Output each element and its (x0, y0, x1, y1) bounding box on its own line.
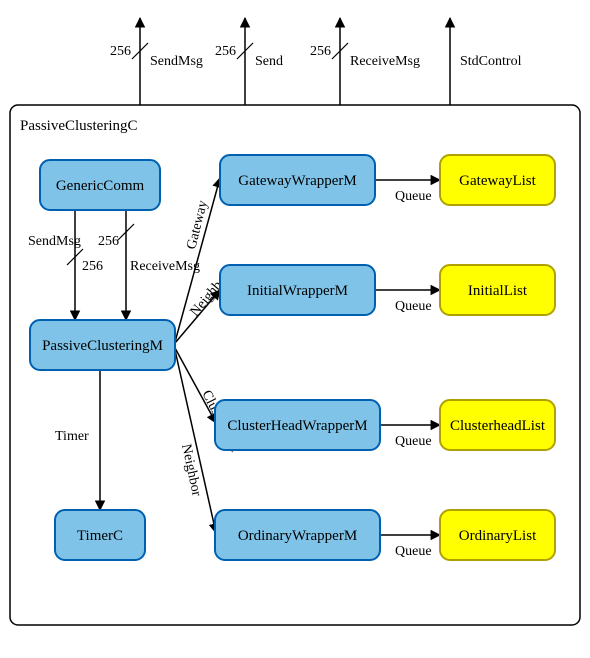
node-genericComm-label: GenericComm (56, 178, 145, 194)
node-ordinaryL-label: OrdinaryList (459, 528, 537, 544)
gc-pm-label: SendMsg (28, 234, 81, 249)
node-timerC-label: TimerC (77, 528, 123, 544)
container-label: PassiveClusteringC (20, 118, 138, 134)
node-clusterL-label: ClusterheadList (450, 418, 546, 434)
node-ordinaryW-label: OrdinaryWrapperM (238, 528, 357, 544)
top-arrow-label: ReceiveMsg (350, 54, 420, 69)
top-arrow-count: 256 (215, 44, 236, 59)
top-arrow-count: 256 (110, 44, 131, 59)
edge-label: Neighbor (178, 443, 204, 498)
node-gatewayW-label: GatewayWrapperM (238, 173, 357, 189)
node-passiveM-label: PassiveClusteringM (42, 338, 163, 354)
node-gatewayL-label: GatewayList (459, 173, 536, 189)
gc-pm-count: 256 (98, 234, 119, 249)
node-clusterW-label: ClusterHeadWrapperM (227, 418, 367, 434)
edge-label: Queue (395, 544, 432, 559)
gc-pm-label: ReceiveMsg (130, 259, 200, 274)
top-arrow-label: SendMsg (150, 54, 203, 69)
edge (175, 350, 216, 533)
top-arrow-label: StdControl (460, 54, 522, 69)
node-initialL-label: InitialList (468, 283, 528, 299)
edge-label: Queue (395, 299, 432, 314)
node-initialW-label: InitialWrapperM (247, 283, 348, 299)
edge-label: Queue (395, 434, 432, 449)
top-arrow-label: Send (255, 54, 283, 69)
top-arrow-count: 256 (310, 44, 331, 59)
edge-label: Queue (395, 189, 432, 204)
edge-label: Timer (55, 429, 89, 444)
gc-pm-count: 256 (82, 259, 103, 274)
